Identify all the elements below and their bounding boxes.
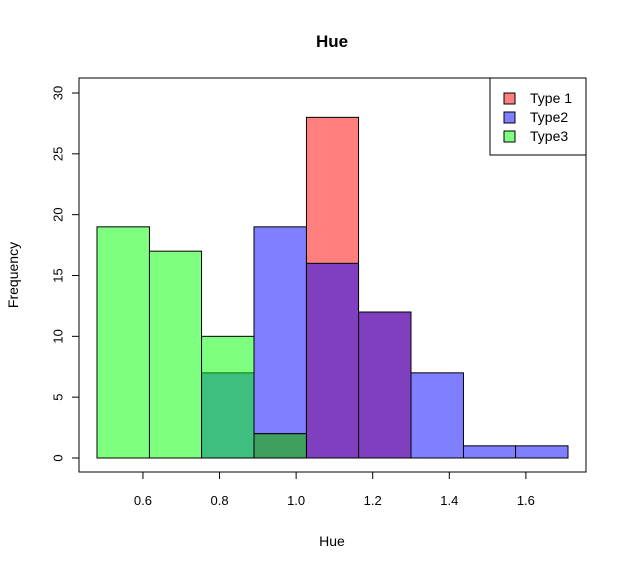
- x-tick-label: 1.2: [364, 493, 382, 508]
- bar-type3-bin-0: [96, 226, 150, 459]
- bar-type3-bin-2: [201, 335, 255, 459]
- bar-type2-bin-3: [253, 226, 307, 459]
- bar-type3-bin-3: [253, 433, 307, 459]
- bars-layer: [96, 116, 569, 459]
- x-axis: 0.6 0.8 1.0 1.2 1.4 1.6: [134, 471, 535, 508]
- y-tick-label: 30: [51, 86, 66, 100]
- y-tick-label: 15: [51, 268, 66, 282]
- x-tick-label: 1.4: [440, 493, 458, 508]
- x-tick-label: 1.6: [517, 493, 535, 508]
- legend-swatch-type3: [503, 130, 516, 143]
- y-axis: 0 5 10 15 20 25 30: [51, 86, 80, 462]
- y-tick-label: 5: [51, 394, 66, 401]
- bar-type2-bin-6: [410, 372, 464, 459]
- legend: Type 1 Type2 Type3: [489, 77, 587, 156]
- bar-type2-bin-7: [462, 445, 517, 459]
- x-tick-label: 1.0: [287, 493, 305, 508]
- bar-type2-bin-5: [358, 311, 412, 459]
- chart-title: Hue: [316, 32, 348, 51]
- x-tick-label: 0.6: [134, 493, 152, 508]
- x-tick-label: 0.8: [210, 493, 228, 508]
- bar-type2-bin-8: [515, 445, 569, 459]
- legend-swatch-type2: [503, 111, 516, 124]
- y-tick-label: 10: [51, 329, 66, 343]
- y-tick-label: 0: [51, 454, 66, 461]
- legend-label-type3: Type3: [530, 128, 568, 144]
- x-axis-label: Hue: [319, 533, 345, 549]
- y-tick-label: 20: [51, 207, 66, 221]
- legend-label-type2: Type2: [530, 109, 568, 125]
- bar-type2-bin-4: [305, 262, 360, 459]
- legend-label-type-1: Type 1: [530, 90, 572, 106]
- y-axis-label: Frequency: [5, 242, 21, 308]
- y-tick-label: 25: [51, 147, 66, 161]
- legend-swatch-type-1: [503, 92, 516, 105]
- bar-type3-bin-1: [148, 250, 203, 459]
